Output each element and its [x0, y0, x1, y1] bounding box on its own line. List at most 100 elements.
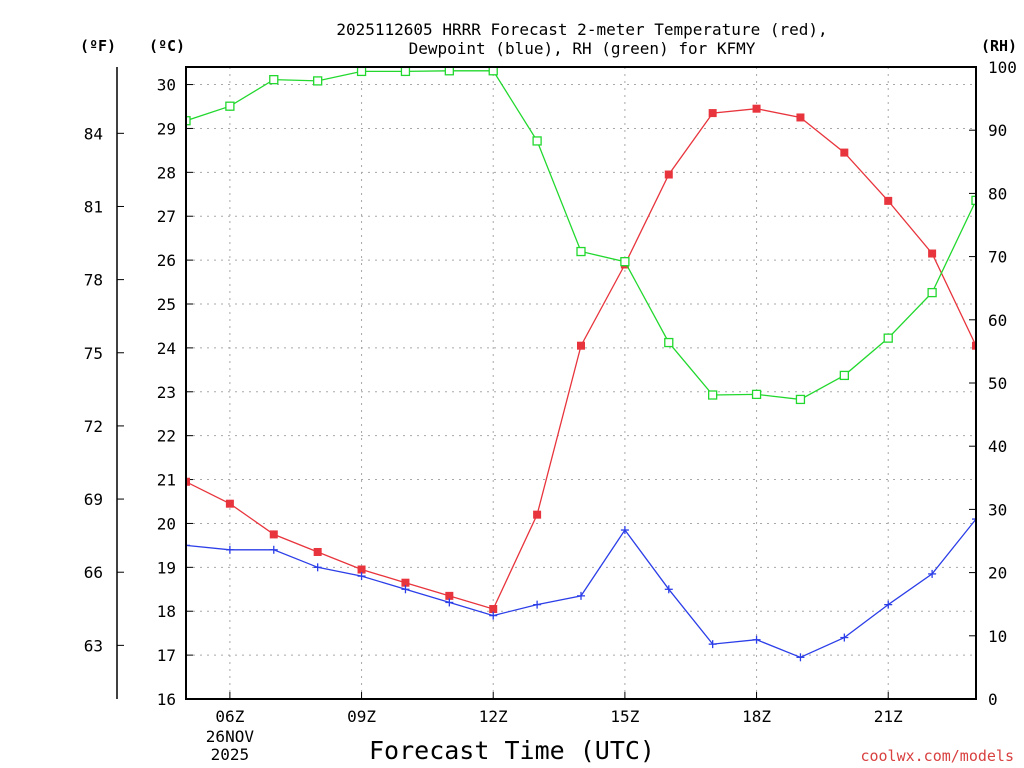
2-meter-temperature-point: [533, 510, 542, 519]
celsius-tick-label: 18: [157, 602, 176, 621]
dewpoint-point: [972, 515, 976, 524]
relative-humidity-point: [708, 390, 718, 400]
celsius-tick-label: 21: [157, 471, 176, 490]
rh-tick-label: 70: [988, 248, 1007, 267]
dewpoint-point: [840, 633, 849, 642]
x-tick-label: 18Z: [742, 707, 771, 726]
dewpoint-point: [577, 591, 585, 600]
2-meter-temperature-point: [357, 565, 366, 574]
2-meter-temperature-point: [186, 477, 190, 486]
relative-humidity-point: [927, 287, 937, 298]
x-tick-year-label: 2025: [211, 745, 250, 764]
celsius-tick-label: 27: [157, 207, 176, 226]
x-tick-label: 15Z: [610, 707, 639, 726]
rh-tick-label: 20: [988, 564, 1007, 583]
relative-humidity-point: [795, 394, 806, 405]
2-meter-temperature-point: [708, 109, 717, 118]
dewpoint-point: [928, 569, 937, 578]
dewpoint-point: [884, 600, 893, 609]
celsius-tick-label: 29: [157, 119, 176, 138]
relative-humidity-point: [269, 74, 279, 85]
dewpoint-point: [225, 545, 234, 554]
x-tick-label: 21Z: [874, 707, 903, 726]
x-axis-title: Forecast Time (UTC): [369, 736, 655, 765]
2-meter-temperature-line: [186, 108, 976, 610]
relative-humidity-point: [313, 76, 323, 86]
2-meter-temperature-point: [445, 591, 454, 600]
2-meter-temperature-point: [225, 499, 234, 508]
celsius-tick-label: 23: [157, 383, 176, 402]
2-meter-temperature-point: [840, 148, 849, 157]
celsius-tick-label: 26: [157, 251, 176, 270]
relative-humidity-point: [664, 337, 674, 348]
2-meter-temperature-point: [489, 605, 498, 614]
dewpoint-line: [186, 518, 976, 659]
dewpoint-point: [401, 585, 410, 594]
celsius-tick-label: 24: [157, 339, 176, 358]
rh-tick-label: 50: [988, 374, 1007, 393]
relative-humidity-point: [839, 370, 849, 381]
2-meter-temperature-point: [752, 104, 761, 113]
relative-humidity-point: [971, 195, 976, 206]
rh-tick-label: 40: [988, 437, 1007, 456]
fahrenheit-unit-label: (ºF): [80, 37, 116, 55]
2-meter-temperature-point: [884, 196, 893, 205]
dewpoint-point: [445, 598, 454, 607]
dewpoint-point: [489, 611, 498, 620]
dewpoint-point: [186, 541, 190, 550]
rh-tick-label: 0: [988, 690, 998, 709]
relative-humidity-point: [444, 67, 454, 76]
fahrenheit-tick-label: 75: [84, 344, 103, 363]
relative-humidity-point: [532, 136, 542, 146]
relative-humidity-line: [186, 70, 976, 401]
celsius-tick-label: 28: [157, 163, 176, 182]
2-meter-temperature-point: [401, 578, 410, 587]
2-meter-temperature-point: [972, 341, 976, 350]
chart-title-line1: 2025112605 HRRR Forecast 2-meter Tempera…: [336, 20, 827, 39]
plot-frame: [185, 66, 977, 700]
grid-lines: [186, 67, 976, 700]
celsius-tick-label: 19: [157, 558, 176, 577]
2-meter-temperature-point: [796, 113, 805, 122]
fahrenheit-tick-label: 78: [84, 271, 103, 290]
dewpoint-point: [269, 545, 278, 554]
celsius-tick-label: 22: [157, 427, 176, 446]
fahrenheit-tick-label: 66: [84, 563, 103, 582]
dewpoint-point: [752, 635, 761, 644]
relative-humidity-point: [400, 67, 411, 77]
relative-humidity-point: [488, 67, 498, 76]
fahrenheit-tick-label: 69: [84, 490, 103, 509]
dewpoint-point: [620, 526, 629, 535]
chart-title-line2: Dewpoint (blue), RH (green) for KFMY: [409, 39, 756, 58]
axes: 16 17 18 19 20 21 22 23 24 25 26 27 28 29 30 63 66 69 72 75…: [84, 58, 1017, 764]
x-tick-label: 09Z: [347, 707, 376, 726]
2-meter-temperature-point: [577, 341, 585, 350]
2-meter-temperature-point: [664, 170, 673, 179]
relative-humidity-point: [751, 389, 762, 400]
dewpoint-point: [708, 640, 717, 649]
relative-humidity-point: [225, 101, 235, 111]
dewpoint-point: [664, 585, 673, 594]
celsius-tick-label: 17: [157, 646, 176, 665]
2-meter-temperature-point: [928, 249, 937, 258]
x-tick-date-label: 26NOV: [206, 727, 255, 746]
2-meter-temperature-point: [269, 530, 278, 539]
data-series: [186, 67, 976, 662]
rh-unit-label: (RH): [981, 37, 1017, 55]
rh-tick-label: 90: [988, 121, 1007, 140]
rh-tick-label: 10: [988, 627, 1007, 646]
celsius-tick-label: 20: [157, 514, 176, 533]
rh-tick-label: 80: [988, 184, 1007, 203]
relative-humidity-point: [356, 67, 367, 77]
celsius-unit-label: (ºC): [149, 37, 185, 55]
dewpoint-point: [533, 600, 542, 609]
2-meter-temperature-point: [313, 547, 322, 556]
rh-tick-label: 60: [988, 311, 1007, 330]
celsius-tick-label: 16: [157, 690, 176, 709]
fahrenheit-tick-label: 84: [84, 124, 103, 143]
relative-humidity-point: [620, 257, 630, 267]
dewpoint-point: [796, 653, 805, 662]
relative-humidity-point: [576, 246, 586, 257]
celsius-tick-label: 30: [157, 76, 176, 95]
